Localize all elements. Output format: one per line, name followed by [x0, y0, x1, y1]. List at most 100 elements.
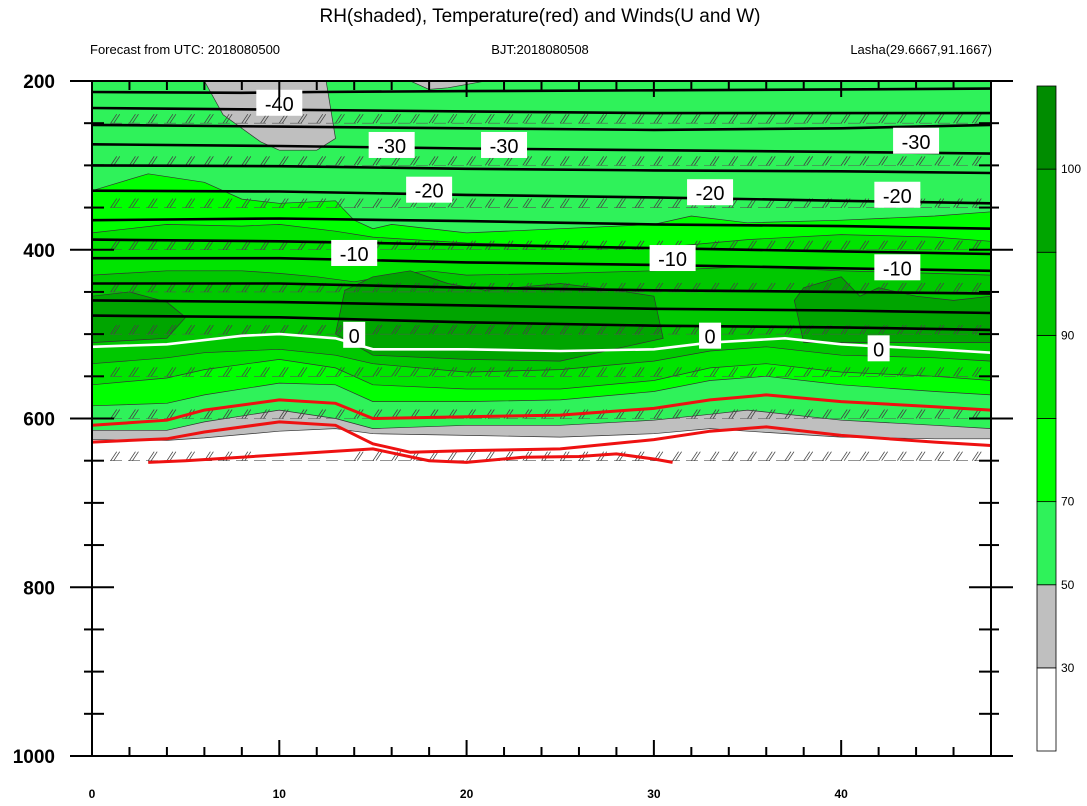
contour-label: -10 — [340, 244, 369, 266]
wind-barb — [503, 324, 514, 335]
colorbar-swatch — [1036, 85, 1057, 170]
wind-barb — [897, 240, 907, 250]
wind-barb — [747, 451, 757, 461]
wind-barb — [185, 240, 195, 250]
wind-barb — [204, 198, 214, 208]
wind-barb — [878, 451, 888, 461]
wind-barb — [878, 367, 888, 377]
x-tick-label: 30 — [647, 787, 661, 801]
contour-label-box — [343, 321, 366, 348]
wind-barb — [840, 409, 851, 419]
wind-barb — [166, 409, 177, 419]
contour-label: -10 — [658, 249, 687, 271]
colorbar-swatch — [1036, 584, 1057, 669]
wind-barb — [728, 367, 739, 377]
contour-label: -20 — [415, 181, 444, 203]
wind-barb — [634, 156, 645, 166]
wind-barb — [503, 198, 514, 208]
wind-barb — [278, 156, 289, 166]
wind-barb — [129, 324, 139, 335]
wind-barb — [672, 113, 682, 124]
wind-barb — [278, 367, 289, 377]
contour-label: -30 — [902, 132, 931, 154]
wind-barb — [934, 240, 945, 250]
wind-barb — [653, 156, 664, 166]
contour-label-box — [481, 131, 528, 158]
wind-barb — [878, 113, 888, 124]
wind-barb — [709, 156, 720, 166]
wind-barb — [110, 113, 121, 124]
wind-barb — [522, 367, 533, 377]
contour-label-box — [406, 176, 453, 203]
wind-barb — [728, 113, 739, 124]
colorbar-label: 30 — [1061, 661, 1075, 675]
contour-label: -10 — [883, 258, 912, 280]
wind-barb — [897, 367, 907, 377]
wind-barb — [878, 156, 888, 166]
colorbar-label: 70 — [1061, 495, 1075, 509]
wind-barb — [934, 113, 945, 124]
contour-label: -20 — [696, 183, 725, 205]
wind-barb — [709, 367, 720, 377]
wind-barb — [953, 282, 963, 293]
wind-barb — [260, 324, 270, 335]
freezing-line — [92, 332, 991, 354]
location-label: Lasha(29.6667,91.1667) — [850, 42, 992, 57]
wind-barb — [410, 156, 420, 166]
wind-barb — [597, 324, 608, 335]
wind-barb — [185, 324, 195, 335]
wind-barb — [447, 113, 458, 124]
wind-barb — [616, 156, 626, 166]
wind-barb — [278, 324, 289, 335]
wind-barb — [953, 409, 963, 419]
wind-barb — [466, 367, 476, 377]
wind-barb — [897, 451, 907, 461]
wind-barb — [129, 451, 139, 461]
wind-barb — [765, 451, 776, 461]
contour-label: -30 — [377, 136, 406, 158]
wind-barb — [897, 409, 907, 419]
wind-barb — [971, 282, 982, 293]
wind-barb — [410, 324, 420, 335]
wind-barb — [185, 156, 195, 166]
wind-barb — [822, 156, 832, 166]
contour-label-box — [649, 245, 696, 272]
contour-label-box — [874, 181, 921, 208]
wind-barb — [803, 156, 814, 166]
wind-barb — [784, 409, 795, 419]
y-tick-label: 400 — [23, 241, 55, 262]
colorbar-swatch — [1036, 418, 1057, 503]
colorbar-label: 100 — [1061, 162, 1081, 176]
wind-barb — [915, 282, 926, 293]
wind-barb — [541, 324, 551, 335]
wind-barb — [335, 367, 345, 377]
wind-barb — [204, 367, 214, 377]
wind-barb — [166, 240, 177, 250]
colorbar-swatch — [1036, 501, 1057, 586]
y-tick-label: 800 — [23, 578, 55, 599]
wind-barb — [747, 113, 757, 124]
wind-barb — [578, 113, 589, 124]
wind-barb — [166, 324, 177, 335]
colorbar-swatch — [1036, 667, 1057, 752]
wind-barb — [147, 451, 158, 461]
wind-barb — [653, 409, 664, 419]
wind-barb — [316, 409, 327, 419]
wind-barb — [822, 113, 832, 124]
contour-labels: -40 -30 -30 -30 -20 -20 -20 -10 -10 -10 0 0 0 — [256, 89, 940, 362]
wind-barb — [147, 240, 158, 250]
wind-barb — [971, 451, 982, 461]
wind-barb — [653, 113, 664, 124]
wind-barb — [335, 113, 345, 124]
wind-barb — [953, 156, 963, 166]
wind-barb — [934, 156, 945, 166]
temperature-contour-6 — [92, 217, 991, 230]
wind-barb — [559, 198, 570, 208]
wind-barb — [222, 324, 233, 335]
temperature-contour-9 — [92, 282, 991, 295]
wind-barb — [260, 409, 270, 419]
wind-barb — [859, 113, 870, 124]
wind-barb — [953, 451, 963, 461]
wind-barb — [166, 113, 177, 124]
temperature-contour-2 — [92, 123, 991, 132]
